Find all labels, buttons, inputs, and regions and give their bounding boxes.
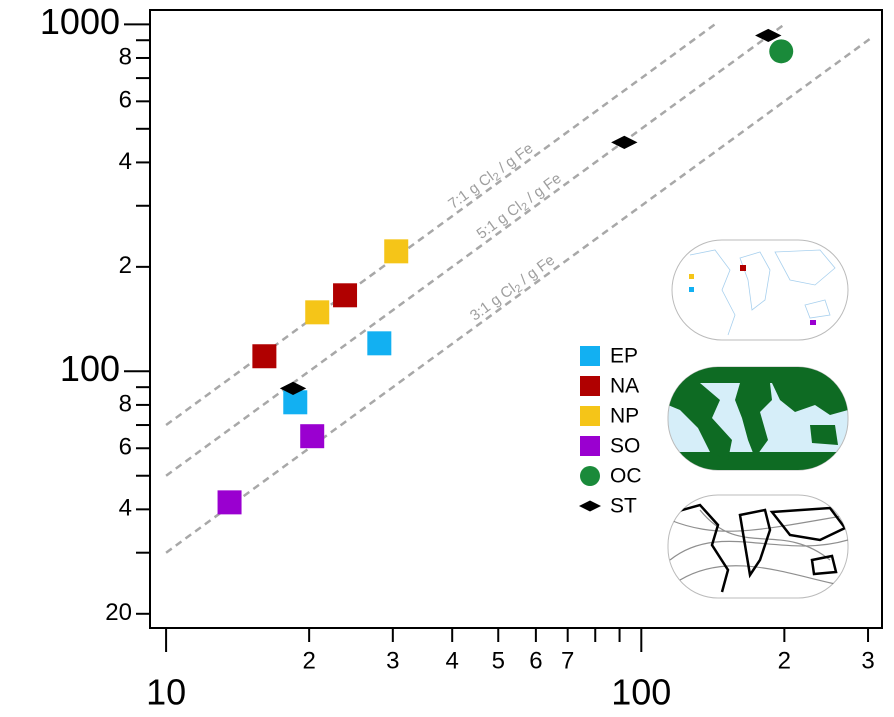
ratio-label-end: / g Fe xyxy=(514,252,558,291)
y-tick-label: 6 xyxy=(119,87,132,114)
legend-swatch xyxy=(579,501,601,512)
point xyxy=(333,283,357,307)
x-tick-label: 100 xyxy=(611,672,671,713)
legend-swatch xyxy=(580,346,600,366)
legend-label: EP xyxy=(610,345,638,368)
legend-label: NP xyxy=(610,405,639,428)
y-tick-label: 4 xyxy=(119,495,132,522)
legend-swatch xyxy=(580,436,600,456)
x-tick-label: 2 xyxy=(778,647,791,674)
inset-map-regions xyxy=(672,240,848,340)
chart: 7:1 g Cl2 / g Fe5:1 g Cl2 / g Fe3:1 g Cl… xyxy=(0,0,894,717)
y-tick-label: 2 xyxy=(119,252,132,279)
legend-swatch xyxy=(580,406,600,426)
point xyxy=(384,239,408,263)
legend-swatch xyxy=(580,376,600,396)
legend-swatch xyxy=(580,466,600,486)
y-tick-label: 8 xyxy=(119,390,132,417)
x-tick-label: 10 xyxy=(146,672,186,713)
inset-map-shipping xyxy=(668,495,848,598)
point xyxy=(283,390,307,414)
point xyxy=(252,344,276,368)
legend-label: NA xyxy=(610,375,639,398)
x-tick-label: 5 xyxy=(492,647,505,674)
point xyxy=(305,300,329,324)
point xyxy=(218,490,242,514)
legend-label: ST xyxy=(610,495,637,518)
legend-label: OC xyxy=(610,465,642,488)
x-tick-label: 3 xyxy=(386,647,399,674)
inset-map-ocean xyxy=(668,367,848,470)
point xyxy=(769,39,793,63)
y-tick-label: 4 xyxy=(119,148,132,175)
x-tick-label: 3 xyxy=(861,647,874,674)
y-tick-label: 100 xyxy=(60,348,120,389)
x-tick-label: 6 xyxy=(529,647,542,674)
x-tick-label: 2 xyxy=(302,647,315,674)
x-tick-label: 4 xyxy=(446,647,459,674)
y-tick-label: 1000 xyxy=(40,1,120,42)
point xyxy=(300,424,324,448)
ratio-label: 3:1 g Cl2 / g Fe xyxy=(467,252,559,326)
y-tick-label: 20 xyxy=(105,599,132,626)
y-tick-label: 6 xyxy=(119,434,132,461)
y-tick-label: 8 xyxy=(119,43,132,70)
x-tick-label: 7 xyxy=(561,647,574,674)
legend-label: SO xyxy=(610,435,640,458)
point xyxy=(367,331,391,355)
